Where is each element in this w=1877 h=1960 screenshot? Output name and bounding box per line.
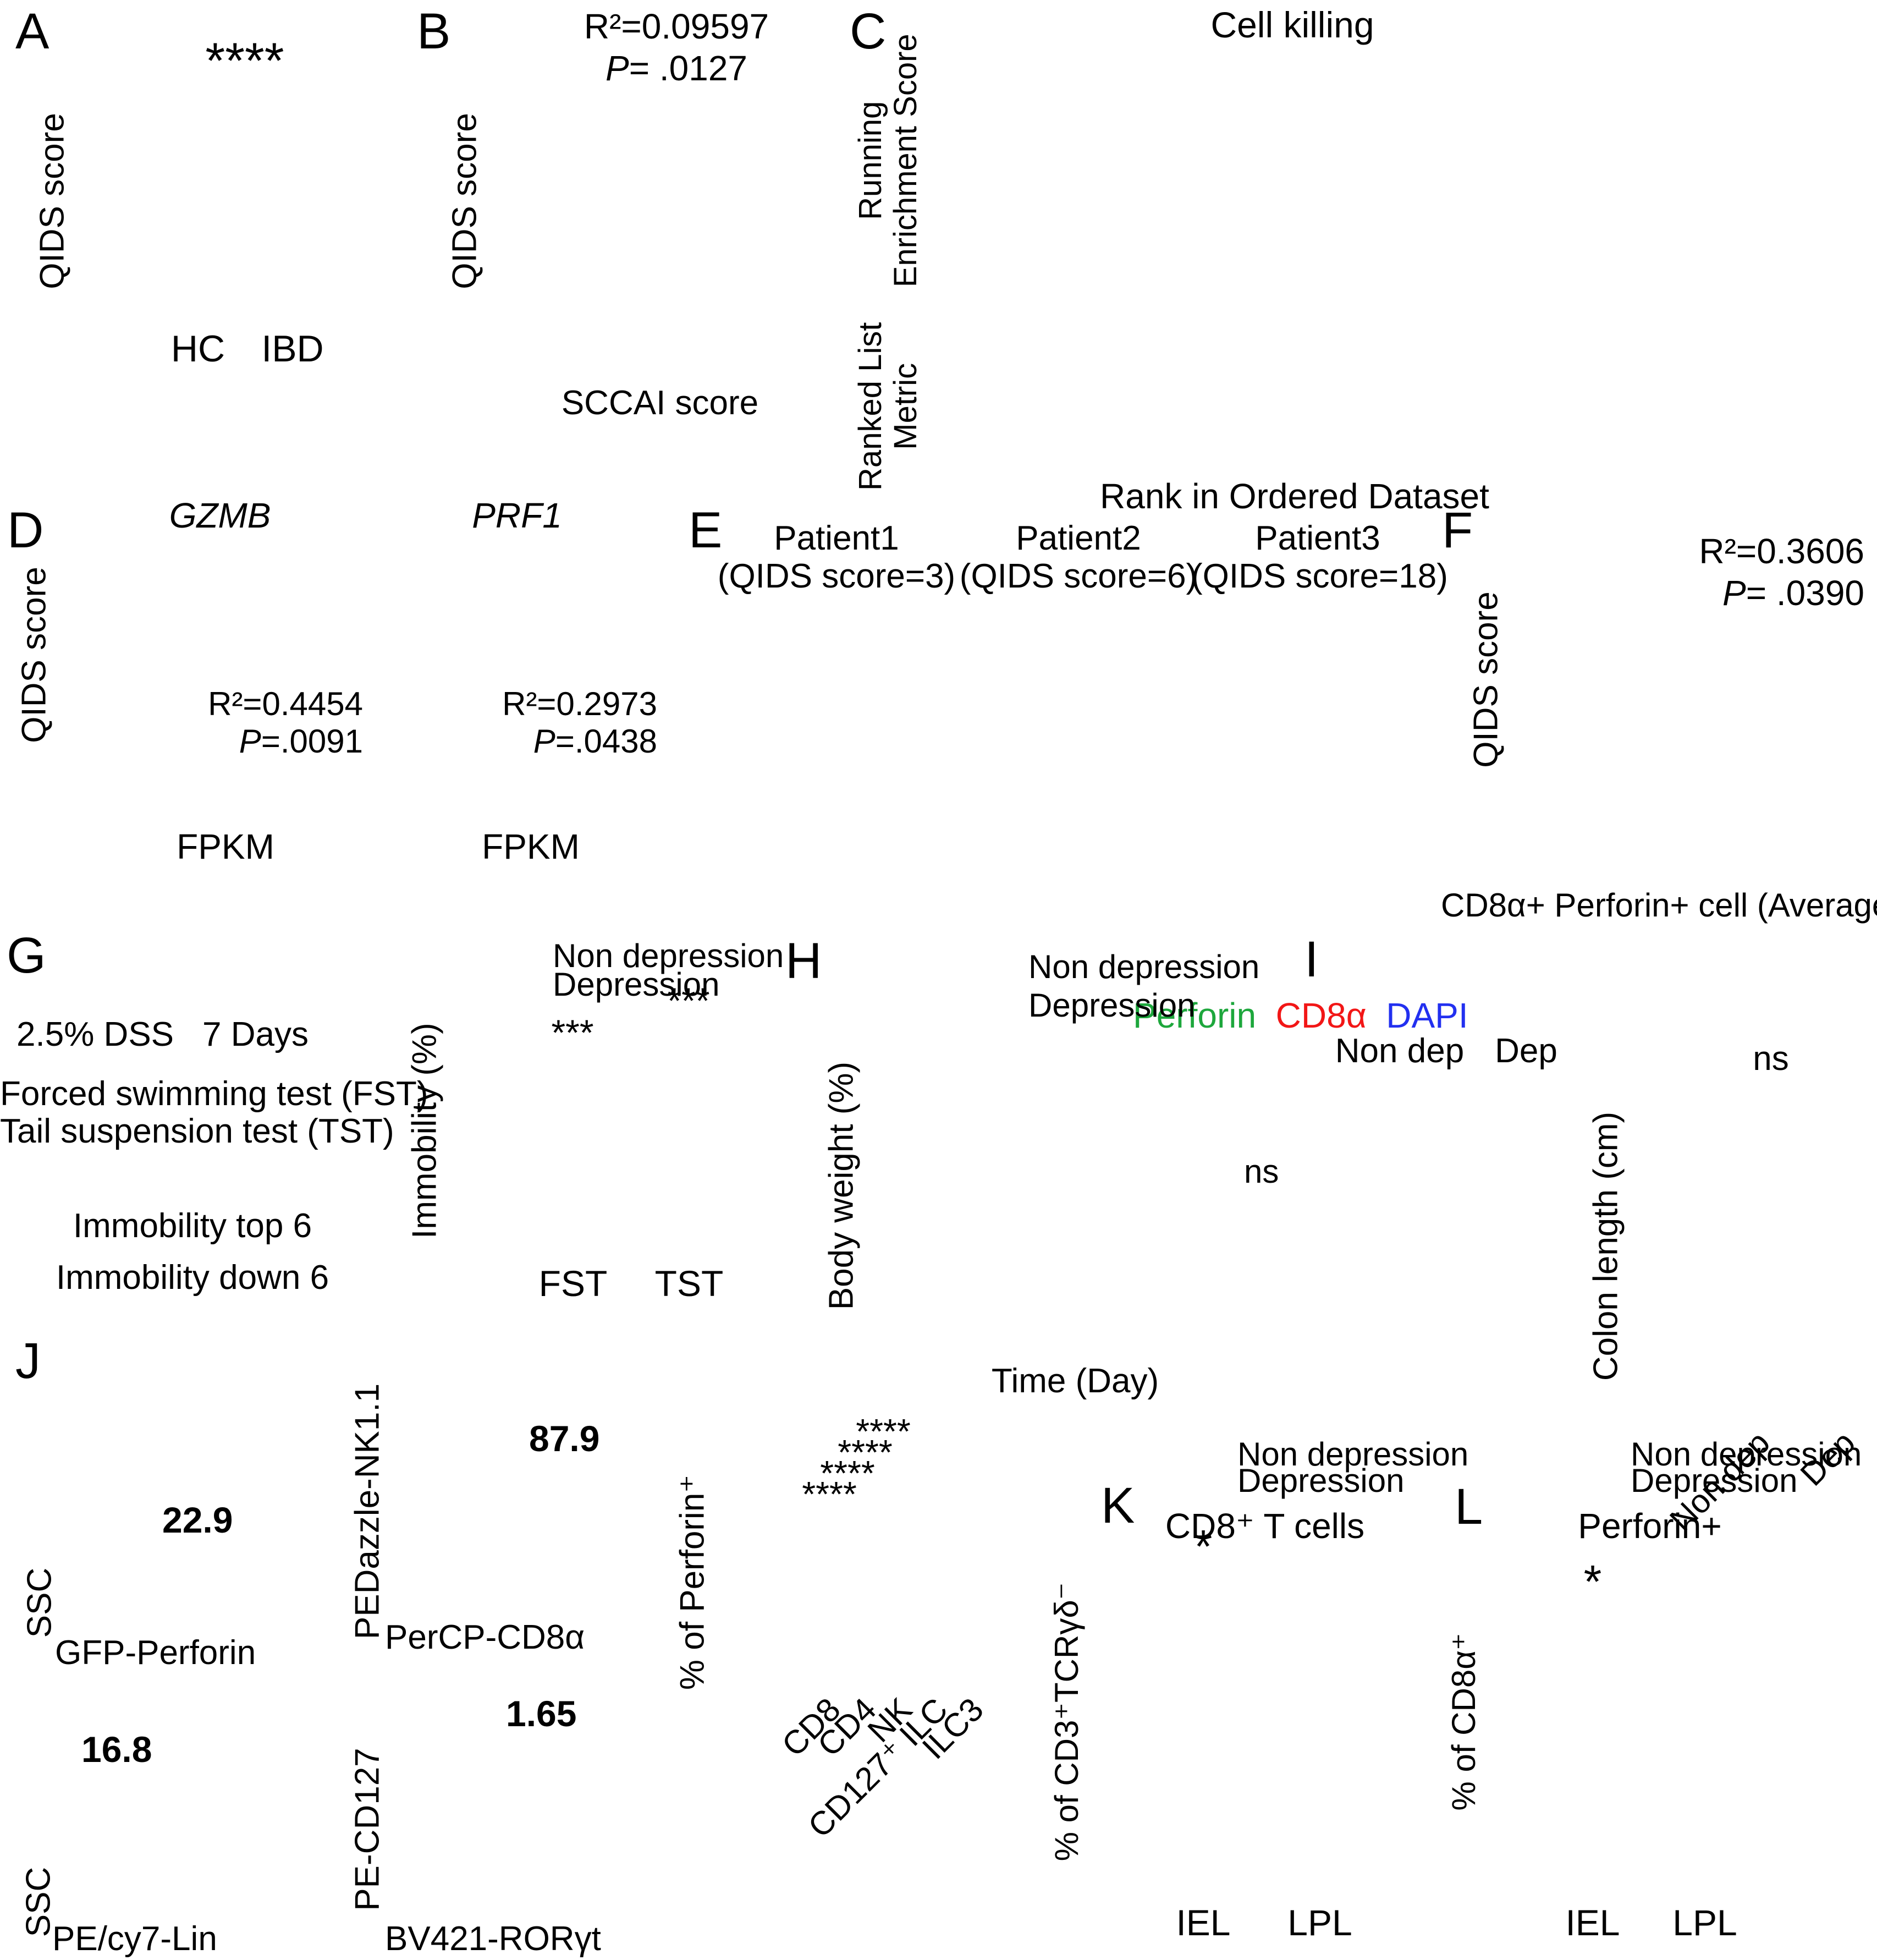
panel-l-title: Perforin+ [1578, 1506, 1722, 1546]
panel-d-gzmb-p: P=.0091 [239, 723, 363, 760]
panel-k-legend-dep: Depression [1237, 1462, 1405, 1499]
panel-b-y-label: QIDS score [445, 113, 484, 289]
panel-j-plot4-x-label: BV421-RORγt [385, 1920, 601, 1958]
panel-d-prf1-x-label: FPKM [482, 827, 580, 866]
panel-i-photo-label-dep: Dep [1495, 1032, 1557, 1070]
panel-j-plot3-x-label: PE/cy7-Lin [52, 1920, 217, 1958]
panel-h-ns-label: ns [1244, 1153, 1279, 1190]
panel-i-y-label: Colon length (cm) [1587, 1111, 1625, 1381]
panel-i-ns-label: ns [1753, 1040, 1789, 1078]
panel-letter-c: C [850, 3, 887, 59]
panel-letter-e: E [689, 502, 723, 558]
panel-b-r2: R²=0.09597 [584, 7, 769, 46]
panel-letter-b: B [417, 3, 451, 59]
panel-c-x-label: Rank in Ordered Dataset [1100, 476, 1489, 516]
panel-e-stain-legend: Perforin CD8α DAPI [1133, 996, 1468, 1035]
panel-k-y-label: % of CD3⁺TCRγδ⁻ [1048, 1582, 1085, 1862]
panel-b-x-label: SCCAI score [561, 384, 759, 422]
panel-g-sig-tst: *** [667, 980, 710, 1021]
panel-d-prf1-r2: R²=0.2973 [502, 685, 657, 722]
panel-g-tst-label: Tail suspension test (TST) [0, 1112, 394, 1150]
panel-j-sig-2: **** [820, 1453, 875, 1493]
panel-d-prf1-p: P=.0438 [533, 723, 657, 760]
panel-g-down6-label: Immobility down 6 [56, 1259, 329, 1297]
panel-g-y-label: Immobility (%) [405, 1023, 444, 1239]
panel-letter-k: K [1101, 1478, 1135, 1534]
panel-f-r2: R²=0.3606 [1699, 531, 1864, 571]
panel-j-gate4-value: 1.65 [506, 1693, 577, 1734]
cd8a-legend-label: CD8α [1275, 996, 1367, 1035]
panel-c-title: Cell killing [1210, 4, 1374, 45]
panel-f-x-label: CD8α+ Perforin+ cell (Average) [1441, 887, 1877, 924]
panel-g-fst-label: Forced swimming test (FST) [0, 1075, 428, 1113]
panel-j-gate3-value: 16.8 [81, 1729, 152, 1770]
panel-k-legend-nondep: Non depression [1237, 1436, 1469, 1473]
panel-d-gzmb-x-label: FPKM [177, 827, 274, 866]
dapi-legend-label: DAPI [1386, 996, 1468, 1035]
panel-d-gzmb-title: GZMB [169, 496, 271, 535]
panel-h-legend-nondep: Non depression [1028, 948, 1260, 985]
panel-b-pvalue: P= .0127 [606, 48, 747, 88]
panel-e-patient2-title: Patient2 [1016, 519, 1141, 557]
panel-k-group-lpl: LPL [1287, 1902, 1352, 1943]
panel-g-dss-label: 2.5% DSS [16, 1015, 174, 1053]
panel-g-group-tst: TST [654, 1263, 724, 1304]
panel-j-sig-4: **** [856, 1412, 911, 1451]
panel-f-y-label: QIDS score [1467, 591, 1505, 768]
panel-j-plot2-x-label: PerCP-CD8α [385, 1618, 585, 1656]
panel-g-top6-label: Immobility top 6 [73, 1207, 312, 1245]
panel-k-group-iel: IEL [1176, 1902, 1231, 1943]
panel-k-title: CD8⁺ T cells [1165, 1506, 1365, 1546]
panel-e-patient3-score: (QIDS score=18) [1191, 557, 1448, 595]
panel-l-group-iel: IEL [1565, 1902, 1620, 1943]
panel-letter-j: J [15, 1333, 41, 1389]
panel-l-y-label: % of CD8α⁺ [1445, 1633, 1482, 1811]
panel-l-group-lpl: LPL [1672, 1902, 1737, 1943]
panel-letter-l: L [1455, 1479, 1483, 1535]
panel-e-patient1-title: Patient1 [774, 519, 899, 557]
panel-g-group-fst: FST [538, 1263, 608, 1304]
panel-g-sig-fst: *** [551, 1012, 594, 1053]
panel-j-sig-3: **** [838, 1432, 893, 1472]
panel-k-sig: * [1194, 1520, 1213, 1572]
panel-i-photo-label-nondep: Non dep [1335, 1032, 1465, 1070]
panel-g-days-label: 7 Days [202, 1015, 309, 1053]
panel-e-patient2-score: (QIDS score=6) [959, 557, 1198, 595]
panel-d-y-label: QIDS score [15, 567, 53, 743]
panel-letter-d: D [7, 502, 44, 558]
panel-j-plot4-y-label: PE-CD127 [348, 1748, 387, 1911]
panel-l-sig: * [1583, 1556, 1602, 1607]
panel-g-legend-nondep: Non depression [553, 937, 784, 974]
panel-h-y-label: Body weight (%) [822, 1061, 861, 1310]
panel-letter-f: F [1442, 502, 1473, 558]
panel-letter-g: G [7, 927, 46, 984]
panel-a-group-label-ibd: IBD [261, 328, 324, 370]
panel-j-gate2-value: 87.9 [529, 1418, 600, 1459]
panel-l-legend-dep: Depression [1631, 1462, 1798, 1499]
panel-d-prf1-title: PRF1 [472, 496, 562, 535]
panel-j-plot3-y-label: SSC [19, 1866, 58, 1937]
panel-g-legend-dep: Depression [553, 966, 720, 1003]
panel-h-x-label: Time (Day) [991, 1362, 1159, 1400]
panel-letter-i: I [1304, 931, 1319, 987]
panel-f-pvalue: P= .0390 [1722, 573, 1864, 613]
panel-h-legend-dep: Depression [1028, 987, 1196, 1024]
panel-letter-h: H [785, 933, 822, 989]
panel-j-gate1-value: 22.9 [162, 1500, 233, 1540]
perforin-legend-label: Perforin [1133, 996, 1257, 1035]
panel-letter-a: A [15, 3, 49, 59]
panel-j-sig-1: **** [802, 1474, 857, 1514]
panel-j-plot1-x-label: GFP-Perforin [55, 1634, 256, 1672]
panel-j-bar-y-label: % of Perforin⁺ [673, 1474, 712, 1690]
panel-a-y-label: QIDS score [33, 113, 71, 289]
panel-a-group-label-hc: HC [170, 328, 225, 370]
panel-a-significance: **** [205, 33, 284, 89]
panel-d-gzmb-r2: R²=0.4454 [208, 685, 363, 722]
panel-e-patient1-score: (QIDS score=3) [717, 557, 956, 595]
panel-e-patient3-title: Patient3 [1255, 519, 1380, 557]
panel-l-legend-nondep: Non depression [1631, 1436, 1862, 1473]
